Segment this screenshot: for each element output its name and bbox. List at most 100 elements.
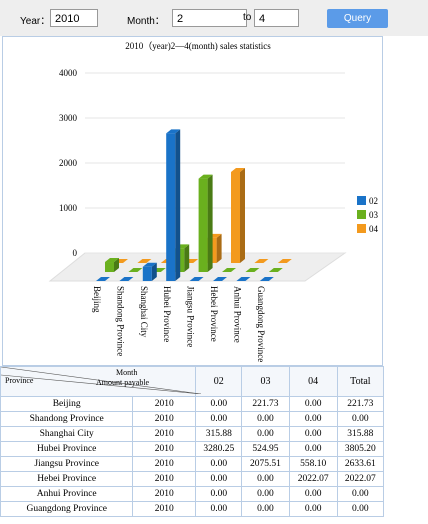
toolbar: Year： 2010 Month： 2 to 4 Query <box>0 0 428 36</box>
table-cell: Anhui Province <box>0 486 134 502</box>
bar-top <box>198 174 213 179</box>
bar <box>105 258 119 272</box>
table-cell: 2022.07 <box>336 471 385 487</box>
bar-top <box>128 268 143 272</box>
x-tick-label: Shandong Province <box>115 286 125 356</box>
table-cell: 0.00 <box>336 501 385 517</box>
bar <box>189 277 204 281</box>
diagonal-header: Month Amount payable Province <box>0 366 201 397</box>
table-row: Shanghai City 2010 315.88 0.00 0.00 315.88 <box>0 426 385 442</box>
table-cell: 2010 <box>132 441 197 457</box>
table-cell: 0.00 <box>288 426 338 442</box>
y-tick-label: 3000 <box>59 113 78 123</box>
bar-front <box>166 133 176 281</box>
bar-top <box>236 277 251 281</box>
table-cell: 0.00 <box>241 486 290 502</box>
table-cell: 221.73 <box>241 396 290 412</box>
table-cell: 0.00 <box>288 486 338 502</box>
x-tick-label: Jiangsu Province <box>186 286 196 347</box>
col-header: 02 <box>195 366 243 397</box>
bar-top <box>166 129 181 134</box>
table-cell: 0.00 <box>336 486 385 502</box>
table-cell: Beijing <box>0 396 134 412</box>
bar-side <box>207 174 213 272</box>
table-cell: 0.00 <box>195 411 243 427</box>
query-button[interactable]: Query <box>327 9 388 28</box>
bar <box>277 259 292 263</box>
bar <box>137 259 152 263</box>
bar-top <box>189 277 204 281</box>
bar-front <box>142 266 152 281</box>
table-row: Shandong Province 2010 0.00 0.00 0.00 0.00 <box>0 411 385 427</box>
y-tick-label: 2000 <box>59 158 78 168</box>
table-cell: Hebei Province <box>0 471 134 487</box>
bar-top <box>245 268 260 272</box>
province-header: Province <box>5 376 34 385</box>
col-header: Total <box>336 366 385 397</box>
year-label: Year： <box>20 16 51 27</box>
table-cell: 0.00 <box>195 396 243 412</box>
table-cell: 2010 <box>132 471 197 487</box>
table-cell: 2010 <box>132 501 197 517</box>
bar <box>96 277 110 281</box>
table-cell: Jiangsu Province <box>0 456 134 472</box>
month-header: Month <box>116 368 138 377</box>
y-tick-label: 1000 <box>59 203 78 213</box>
bar <box>245 268 260 272</box>
table-cell: 0.00 <box>241 426 290 442</box>
bar-side <box>114 258 119 272</box>
col-header: 04 <box>288 366 338 397</box>
diagonal <box>1 367 201 394</box>
table-cell: Shandong Province <box>0 411 134 427</box>
bar-top <box>231 168 245 173</box>
bar-top <box>268 268 283 272</box>
table-cell: Shanghai City <box>0 426 134 442</box>
bar-top <box>96 277 110 281</box>
table-row: Anhui Province 2010 0.00 0.00 0.00 0.00 <box>0 486 385 502</box>
month-label: Month： <box>127 16 165 27</box>
month-to-input[interactable]: 4 <box>254 9 299 27</box>
table-cell: 0.00 <box>241 471 290 487</box>
bar-side <box>175 129 181 281</box>
floor <box>48 252 347 282</box>
table-cell: 2010 <box>132 396 197 412</box>
bar <box>142 262 157 281</box>
x-tick-label: Shanghai City <box>139 286 149 338</box>
bar-top <box>119 277 134 281</box>
month-from-input[interactable]: 2 <box>172 9 247 27</box>
table-cell: 3805.20 <box>336 441 385 457</box>
bar <box>119 277 134 281</box>
table-cell: 315.88 <box>195 426 243 442</box>
bar-side <box>151 262 157 281</box>
table-cell: 0.00 <box>288 501 338 517</box>
bar-top <box>254 259 269 263</box>
x-tick-label: Guangdong Province <box>256 286 266 362</box>
table-cell: 0.00 <box>195 456 243 472</box>
table-row: Guangdong Province 2010 0.00 0.00 0.00 0.00 <box>0 501 385 517</box>
bar-top <box>137 259 152 263</box>
legend-label: 04 <box>369 224 379 234</box>
table-row: Beijing 2010 0.00 221.73 0.00 221.73 <box>0 396 385 412</box>
table-cell: 558.10 <box>288 456 338 472</box>
bar <box>236 277 251 281</box>
table-cell: 0.00 <box>288 441 338 457</box>
table-cell: 0.00 <box>195 486 243 502</box>
bar-front <box>198 178 208 272</box>
bar <box>166 129 181 281</box>
table-cell: 524.95 <box>241 441 290 457</box>
table-cell: 0.00 <box>241 501 290 517</box>
col-header: 03 <box>241 366 290 397</box>
bar <box>128 268 143 272</box>
bar <box>222 268 236 272</box>
table-row: Hebei Province 2010 0.00 0.00 2022.07 2022.07 <box>0 471 385 487</box>
year-input[interactable]: 2010 <box>50 9 98 27</box>
bar-side <box>216 233 222 263</box>
bar-front <box>105 262 114 272</box>
table-row: Hubei Province 2010 3280.25 524.95 0.00 3805.… <box>0 441 385 457</box>
table-cell: Guangdong Province <box>0 501 134 517</box>
bar-top <box>259 277 274 281</box>
y-tick-label: 0 <box>73 248 78 258</box>
table-cell: 221.73 <box>336 396 385 412</box>
x-tick-label: Anhui Province <box>232 286 242 343</box>
